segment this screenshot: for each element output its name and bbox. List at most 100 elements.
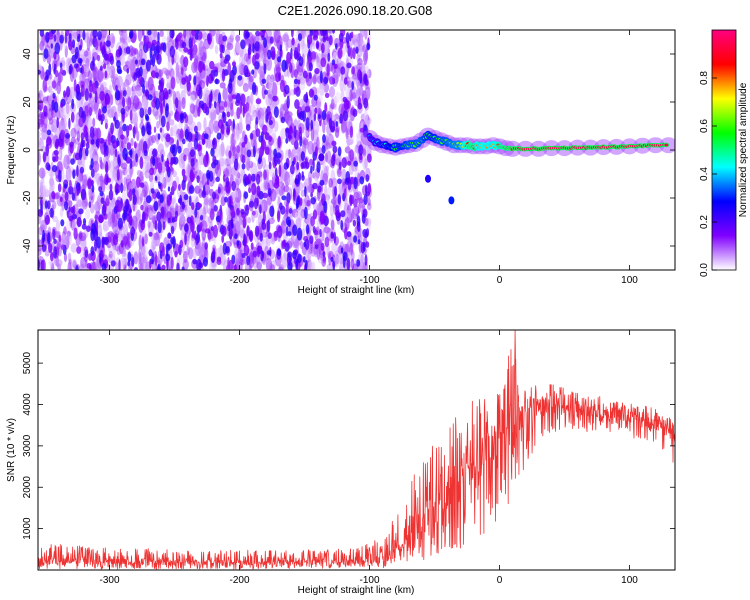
noise-cell (190, 220, 195, 233)
noise-cell (297, 253, 302, 264)
noise-cell (127, 55, 132, 68)
noise-cell (260, 250, 264, 262)
noise-cell (132, 95, 140, 110)
noise-cell (53, 63, 57, 71)
noise-cell (308, 88, 314, 98)
noise-cell (61, 69, 67, 76)
noise-cell (216, 259, 222, 265)
noise-cell (126, 142, 132, 151)
noise-cell (351, 81, 355, 91)
noise-cell (227, 118, 232, 127)
snr-y-axis-label: SNR (10 * v/v) (6, 418, 17, 482)
noise-cell (305, 91, 309, 104)
noise-cell (332, 145, 338, 154)
noise-cell (243, 65, 249, 77)
noise-cell (345, 128, 349, 140)
noise-cell (51, 124, 55, 133)
noise-cell (277, 181, 285, 188)
outlier-cell (425, 174, 431, 183)
noise-cell (165, 253, 171, 262)
noise-cell (68, 32, 72, 42)
x-tick-label: -300 (99, 275, 119, 286)
noise-cell (66, 219, 71, 234)
noise-cell (328, 178, 334, 188)
noise-cell (293, 125, 297, 139)
noise-cell (133, 267, 139, 270)
noise-cell (142, 140, 148, 154)
noise-cell (154, 254, 158, 267)
noise-cell (291, 37, 295, 46)
noise-cell (330, 231, 335, 239)
noise-cell (124, 79, 130, 88)
noise-cell (99, 159, 103, 170)
noise-cell (177, 197, 182, 204)
noise-cell (306, 34, 313, 45)
noise-cell (357, 102, 363, 110)
noise-cell (43, 114, 48, 129)
noise-cell (115, 188, 119, 194)
noise-cell (322, 30, 328, 36)
noise-cell (46, 129, 52, 136)
noise-cell (169, 191, 172, 201)
noise-cell (115, 261, 119, 270)
noise-cell (283, 162, 289, 170)
noise-cell (300, 151, 305, 162)
noise-cell (195, 234, 199, 246)
noise-cell (207, 137, 211, 150)
y-tick-label: 40 (22, 48, 33, 60)
noise-cell (310, 165, 313, 174)
noise-cell (330, 256, 334, 262)
noise-cell (44, 200, 48, 209)
noise-cell (247, 46, 252, 56)
noise-cell (109, 55, 115, 65)
x-tick-label: 100 (621, 275, 638, 286)
noise-cell (286, 95, 290, 109)
noise-cell (243, 234, 248, 248)
noise-cell (229, 139, 237, 146)
noise-cell (94, 214, 99, 221)
noise-cell (38, 137, 44, 152)
noise-cell (222, 35, 228, 42)
noise-cell (255, 52, 260, 60)
noise-cell (301, 161, 307, 169)
noise-cell (238, 63, 242, 75)
noise-cell (280, 205, 286, 215)
noise-cell (157, 31, 160, 43)
noise-cell (55, 219, 61, 232)
noise-cell (240, 39, 246, 50)
noise-cell (273, 182, 280, 189)
noise-cell (160, 115, 166, 128)
noise-cell (115, 85, 118, 91)
noise-cell (333, 231, 337, 244)
noise-cell (305, 117, 310, 131)
noise-cell (56, 80, 62, 95)
noise-cell (255, 98, 262, 105)
noise-cell (365, 174, 370, 182)
noise-cell (289, 62, 293, 74)
noise-cell (328, 252, 332, 266)
noise-cell (188, 185, 195, 194)
noise-cell (213, 101, 217, 109)
noise-cell (59, 34, 64, 44)
noise-cell (114, 89, 121, 101)
noise-cell (105, 195, 110, 207)
noise-cell (301, 174, 305, 181)
noise-cell (323, 76, 329, 85)
noise-cell (83, 65, 90, 73)
noise-cell (355, 46, 359, 54)
noise-cell (94, 201, 99, 211)
noise-cell (92, 30, 98, 38)
noise-cell (222, 111, 225, 118)
noise-cell (40, 87, 44, 102)
noise-cell (330, 98, 335, 110)
noise-cell (172, 156, 179, 165)
noise-cell (208, 119, 214, 135)
noise-cell (180, 113, 184, 121)
noise-cell (270, 237, 275, 245)
noise-cell (340, 210, 346, 218)
noise-cell (125, 46, 131, 55)
noise-cell (263, 180, 268, 192)
noise-cell (44, 214, 51, 225)
noise-cell (264, 89, 268, 95)
noise-cell (329, 76, 334, 85)
